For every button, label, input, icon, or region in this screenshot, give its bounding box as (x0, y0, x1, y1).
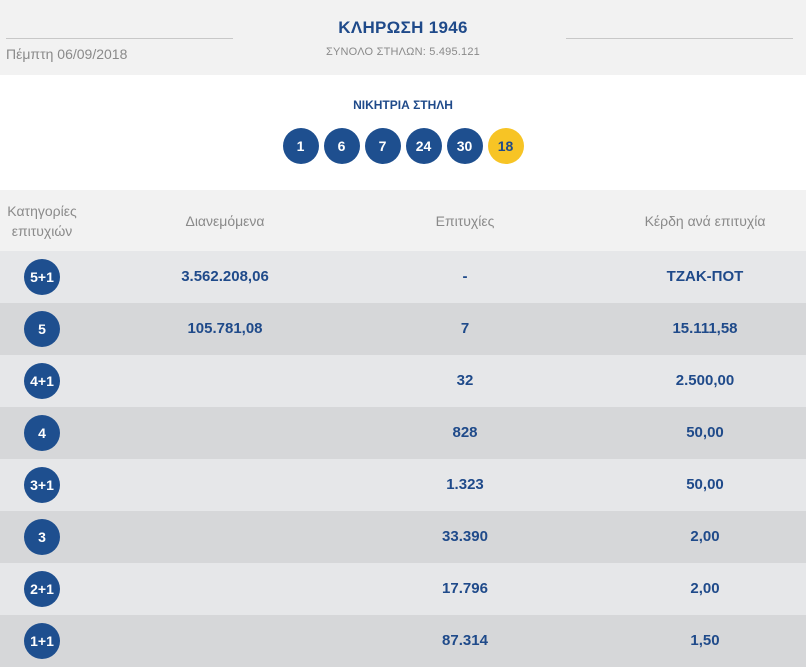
header-category: Κατηγορίες επιτυχιών (7, 202, 77, 239)
header-divider-right (566, 38, 793, 39)
distributed-cell (120, 615, 330, 667)
category-badge: 5 (24, 311, 60, 347)
bonus-ball: 18 (487, 128, 524, 164)
prize-cell: ΤΖΑΚ-ΠΟΤ (666, 268, 744, 285)
winners-cell: 1.323 (446, 476, 484, 493)
winners-cell: 17.796 (442, 580, 488, 597)
category-badge: 4+1 (24, 363, 60, 399)
header-distributed: Διανεμόμενα (185, 212, 265, 229)
distributed-cell: 105.781,08 (187, 320, 263, 337)
table-row: 5+1 3.562.208,06 - ΤΖΑΚ-ΠΟΤ (0, 251, 806, 303)
distributed-cell: 3.562.208,06 (181, 268, 269, 285)
winning-combination: ΝΙΚΗΤΡΙΑ ΣΤΗΛΗ 1 6 7 24 30 18 (0, 75, 806, 190)
table-row: 2+1 17.796 2,00 (0, 563, 806, 615)
winners-cell: 87.314 (442, 632, 488, 649)
distributed-cell (120, 511, 330, 563)
category-badge: 5+1 (24, 259, 60, 295)
prize-cell: 2,00 (690, 580, 720, 597)
table-row: 1+1 87.314 1,50 (0, 615, 806, 667)
header-prize: Κέρδη ανά επιτυχία (644, 212, 766, 229)
draw-header: Πέμπτη 06/09/2018 ΚΛΗΡΩΣΗ 1946 ΣΥΝΟΛΟ ΣΤ… (0, 0, 806, 75)
distributed-cell (120, 563, 330, 615)
winning-numbers: 1 6 7 24 30 18 (0, 128, 806, 164)
table-row: 4+1 32 2.500,00 (0, 355, 806, 407)
distributed-cell (120, 355, 330, 407)
category-badge: 3+1 (24, 467, 60, 503)
prize-cell: 15.111,58 (672, 320, 738, 337)
prize-cell: 1,50 (690, 632, 720, 649)
results-table-body: 5+1 3.562.208,06 - ΤΖΑΚ-ΠΟΤ 5 105.781,08… (0, 251, 806, 667)
prize-cell: 50,00 (686, 424, 724, 441)
draw-date: Πέμπτη 06/09/2018 (6, 46, 128, 62)
number-ball: 1 (282, 128, 319, 164)
winners-cell: 7 (460, 320, 470, 337)
number-ball: 24 (405, 128, 442, 164)
number-ball: 6 (323, 128, 360, 164)
category-badge: 2+1 (24, 571, 60, 607)
winners-cell: - (462, 268, 468, 285)
table-row: 3 33.390 2,00 (0, 511, 806, 563)
category-badge: 3 (24, 519, 60, 555)
category-badge: 1+1 (24, 623, 60, 659)
results-table-header: Κατηγορίες επιτυχιών Διανεμόμενα Επιτυχί… (0, 190, 806, 251)
distributed-cell (120, 407, 330, 459)
header-divider-left (6, 38, 233, 39)
number-ball: 7 (364, 128, 401, 164)
number-ball: 30 (446, 128, 483, 164)
total-columns: ΣΥΝΟΛΟ ΣΤΗΛΩΝ: 5.495.121 (326, 46, 480, 58)
prize-cell: 2,00 (690, 528, 720, 545)
table-row: 3+1 1.323 50,00 (0, 459, 806, 511)
prize-cell: 2.500,00 (675, 372, 735, 389)
table-row: 5 105.781,08 7 15.111,58 (0, 303, 806, 355)
winning-label: ΝΙΚΗΤΡΙΑ ΣΤΗΛΗ (353, 98, 453, 112)
distributed-cell (120, 459, 330, 511)
winners-cell: 32 (456, 372, 474, 389)
winners-cell: 33.390 (442, 528, 488, 545)
table-row: 4 828 50,00 (0, 407, 806, 459)
category-badge: 4 (24, 415, 60, 451)
prize-cell: 50,00 (686, 476, 724, 493)
draw-title: ΚΛΗΡΩΣΗ 1946 (338, 18, 468, 37)
winners-cell: 828 (452, 424, 478, 441)
header-winners: Επιτυχίες (435, 212, 495, 229)
